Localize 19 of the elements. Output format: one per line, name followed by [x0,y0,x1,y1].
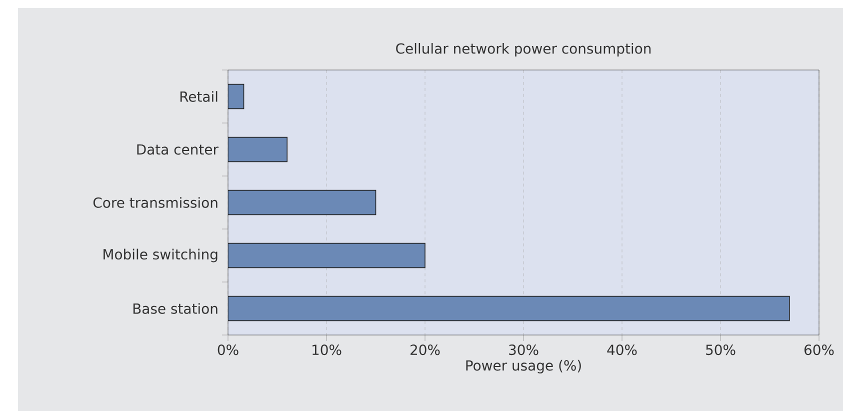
y-tick-label: Retail [180,91,218,102]
y-tick-label: Base station [133,303,218,314]
x-tick-label: 40% [607,344,637,356]
chart-title: Cellular network power consumption [396,43,651,57]
bar [228,136,288,162]
x-tick-label: 30% [509,344,538,356]
bar [228,190,376,216]
x-tick-label: 10% [312,344,342,356]
bar [228,242,426,268]
y-tick-label: Core transmission [93,197,218,208]
bar [228,296,790,322]
y-tick-label: Data center [137,144,218,155]
x-tick-label: 60% [804,344,834,356]
x-tick-label: 20% [410,344,440,356]
x-axis-title: Power usage (%) [466,360,581,374]
bar [228,84,244,110]
x-tick-label: 50% [706,344,736,356]
x-tick-label: 0% [218,344,238,356]
y-tick-label: Mobile switching [104,248,218,262]
